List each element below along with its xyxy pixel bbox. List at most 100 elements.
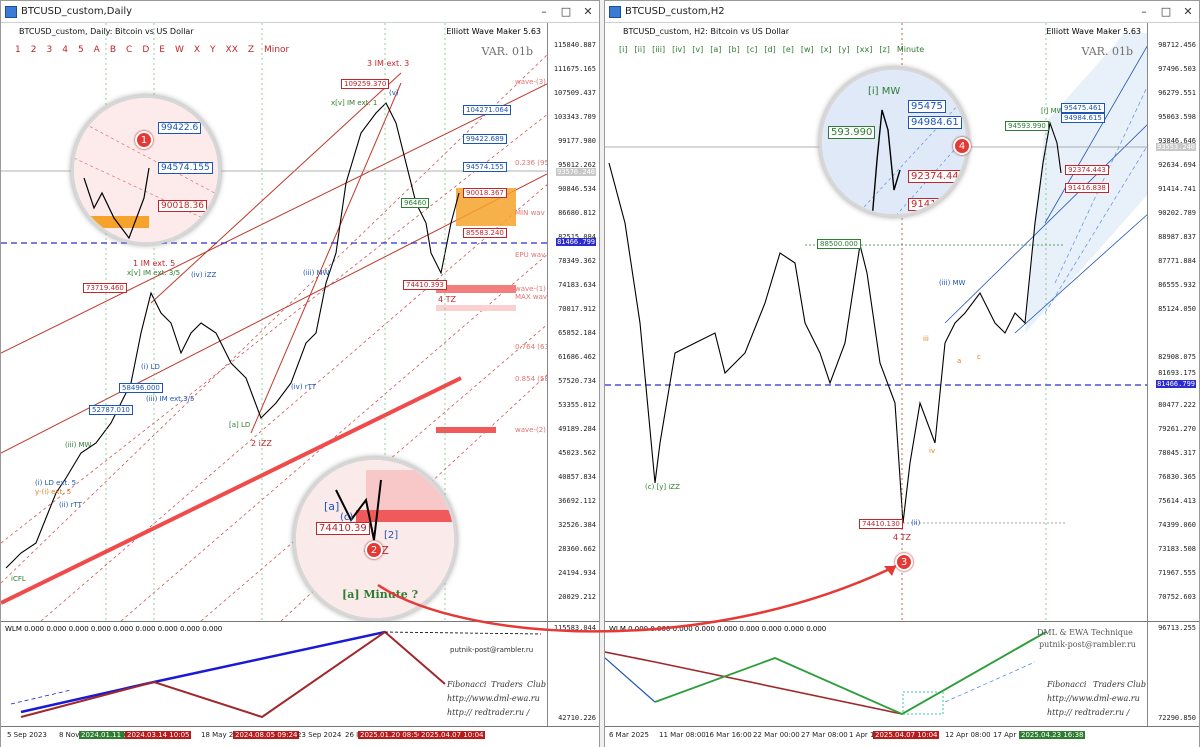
time-tick: 17 Apr (993, 731, 1017, 739)
wave-label: (ii) (911, 519, 921, 527)
time-tick: 12 Apr 08:00 (945, 731, 991, 739)
degree-label[interactable]: D (142, 45, 150, 55)
degree-label[interactable]: 2 (30, 45, 37, 55)
price-tick: 49189.284 (558, 425, 596, 433)
price-box: 94984.615 (1061, 113, 1105, 123)
close-button[interactable]: ✕ (583, 5, 593, 18)
wlm-indicator-panel[interactable]: WLM 0.000 0.000 0.000 0.000 0.000 0.000 … (1, 621, 599, 726)
price-tick: 45023.562 (558, 449, 596, 457)
degree-label[interactable]: Minute (896, 45, 925, 54)
degree-label[interactable]: Y (210, 45, 216, 55)
price-tick: 115840.887 (553, 41, 596, 49)
magnified-price: 74410.39 (316, 522, 370, 535)
degree-label[interactable]: [b] (728, 45, 740, 54)
degree-label[interactable]: C (126, 45, 133, 55)
time-tick-highlight: 2024.03.14 10:05 (125, 731, 192, 739)
wave-label: iii (923, 335, 929, 343)
price-box: 74410.393 (403, 280, 447, 290)
price-axis[interactable]: 115840.887 111675.165 107509.437 103343.… (547, 23, 599, 621)
wlm-indicator-panel[interactable]: WLM 0.000 0.000 0.000 0.000 0.000 0.000 … (605, 621, 1199, 726)
price-chart[interactable]: BTCUSD_custom, Daily: Bitcoin vs US Doll… (1, 23, 599, 621)
h2-chart-window[interactable]: BTCUSD_custom,H2 – □ ✕ B (604, 0, 1200, 747)
degree-label[interactable]: B (109, 45, 117, 55)
degree-label[interactable]: [xx] (856, 45, 873, 54)
price-tick: 28360.662 (558, 545, 596, 553)
window-title: BTCUSD_custom,H2 (625, 6, 725, 17)
price-box: 94593.990 (1005, 121, 1049, 131)
window-titlebar[interactable]: BTCUSD_custom,Daily – □ ✕ (1, 1, 599, 23)
price-tick: 81693.175 (1158, 369, 1196, 377)
wave-label: (iii) MW (303, 269, 330, 277)
price-tick: 71967.555 (1158, 569, 1196, 577)
degree-label[interactable]: A (93, 45, 100, 55)
degree-label[interactable]: [w] (800, 45, 814, 54)
price-axis[interactable]: 98712.456 97496.503 96279.551 95063.598 … (1147, 23, 1199, 621)
minimize-button[interactable]: – (541, 5, 547, 18)
wave-label: (iii) MW (65, 441, 92, 449)
level-price-tag: 81466.799 (1156, 380, 1196, 388)
degree-label[interactable]: [iv] (672, 45, 686, 54)
price-box: 52787.010 (89, 405, 133, 415)
close-button[interactable]: ✕ (1183, 5, 1193, 18)
degree-label[interactable]: 4 (62, 45, 68, 55)
price-tick: 76830.365 (1158, 473, 1196, 481)
degree-label[interactable]: [i] (619, 45, 628, 54)
magnified-price: 99422.6 (158, 122, 202, 134)
degree-label[interactable]: Z (247, 45, 255, 55)
chart-symbol-label: BTCUSD_custom, H2: Bitcoin vs US Dollar (623, 27, 790, 36)
degree-label[interactable]: [iii] (652, 45, 666, 54)
credit-url: http://www.dml-ewa.ru (447, 694, 540, 703)
degree-label[interactable]: [a] (710, 45, 722, 54)
time-tick-highlight: 2025.04.07 10:04 (873, 731, 940, 739)
credit-fibonacci: Fibonacci (1047, 680, 1087, 689)
magnifier-1: 99422.6 94574.155 90018.36 (71, 95, 221, 245)
maximize-button[interactable]: □ (1160, 5, 1172, 18)
price-box: 74410.130 (859, 519, 903, 529)
fib-label: 0.854 (58 (515, 375, 549, 383)
wave-label: (iii) MW (939, 279, 966, 287)
price-tick: 98712.456 (1158, 41, 1196, 49)
degree-label[interactable]: [v] (692, 45, 704, 54)
price-tick: 86680.812 (558, 209, 596, 217)
price-box: 109259.370 (341, 79, 390, 89)
minimize-button[interactable]: – (1141, 5, 1147, 18)
degree-label[interactable]: 5 (77, 45, 84, 55)
degree-label[interactable]: [z] (879, 45, 890, 54)
wave-label: (ii) rTT (59, 501, 82, 509)
degree-label[interactable]: [y] (838, 45, 850, 54)
time-tick: 5 Sep 2023 (7, 731, 47, 739)
wave-label: c (977, 353, 981, 361)
fib-label: wave-(1) (515, 285, 546, 293)
magnified-label: [i] MW (868, 86, 901, 97)
price-tick: 97496.503 (1158, 65, 1196, 73)
degree-label[interactable]: [x] (820, 45, 832, 54)
wave-label: (iv) iZZ (191, 271, 217, 279)
degree-label[interactable]: E (159, 45, 165, 55)
magnifier-2: [a] (c) 74410.39 4 TZ [2] [a] Minute ? (293, 457, 457, 621)
window-titlebar[interactable]: BTCUSD_custom,H2 – □ ✕ (605, 1, 1199, 23)
fib-label: wave-(2) (515, 426, 546, 434)
price-chart[interactable]: BTCUSD_custom, H2: Bitcoin vs US Dollar … (605, 23, 1199, 621)
indicator-tick: 42710.226 (558, 714, 596, 722)
degree-label[interactable]: XX (225, 45, 238, 55)
maximize-button[interactable]: □ (560, 5, 572, 18)
magnified-price: 94574.155 (158, 162, 213, 174)
daily-chart-window[interactable]: BTCUSD_custom,Daily – □ ✕ (0, 0, 600, 747)
wave-label: 1 IM ext. 5 (133, 259, 176, 268)
degree-label[interactable]: W (174, 45, 184, 55)
wave-label: 4 TZ (893, 533, 911, 542)
time-axis: 6 Mar 2025 11 Mar 08:00 16 Mar 16:00 22 … (605, 726, 1199, 747)
wave-label: x[v] IM ext. 3/5 (127, 269, 181, 277)
degree-label[interactable]: X (193, 45, 201, 55)
indicator-tick: 115583.044 (553, 624, 596, 632)
degree-label[interactable]: [e] (782, 45, 794, 54)
time-tick: 1 Apr 16 (849, 731, 879, 739)
degree-label[interactable]: Minor (264, 45, 290, 55)
degree-label[interactable]: 1 (15, 45, 21, 55)
degree-label[interactable]: 3 (46, 45, 53, 55)
degree-label[interactable]: [ii] (634, 45, 646, 54)
degree-label[interactable]: [c] (746, 45, 758, 54)
degree-label[interactable]: [d] (764, 45, 776, 54)
time-tick-highlight: 2024.01.11 16 (79, 731, 135, 739)
time-axis: 5 Sep 2023 8 Nov 2024.01.11 16 2024.03.1… (1, 726, 599, 747)
